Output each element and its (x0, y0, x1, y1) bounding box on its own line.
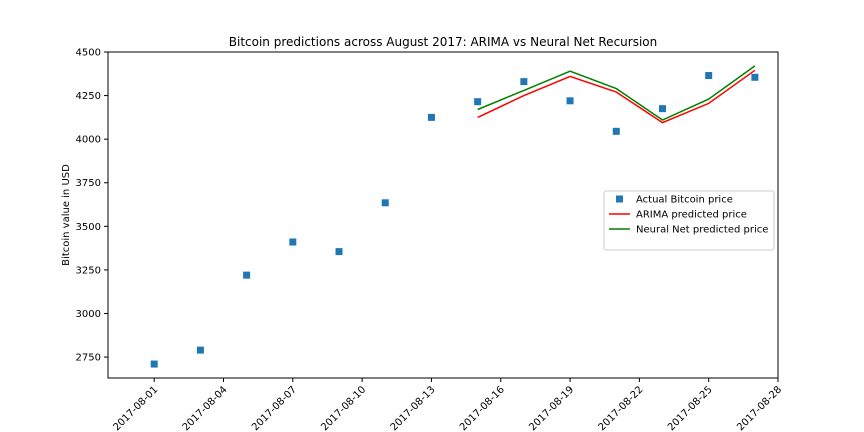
legend-label: Neural Net predicted price (636, 225, 768, 236)
legend: Actual Bitcoin price ARIMA predicted pric… (603, 190, 775, 251)
x-tick-label: 2017-08-25 (666, 384, 715, 432)
data-point (705, 72, 713, 80)
data-point (381, 199, 389, 207)
x-tick-label: 2017-08-22 (597, 384, 646, 432)
data-point (612, 127, 620, 135)
legend-swatch (616, 195, 623, 203)
y-tick-label: 4250 (76, 91, 101, 102)
data-point (520, 78, 528, 86)
x-tick-label: 2017-08-04 (181, 384, 230, 432)
x-tick-label: 2017-08-01 (111, 384, 160, 432)
series-line (477, 69, 756, 124)
series-1 (477, 69, 756, 124)
data-point (289, 238, 297, 246)
data-point (243, 271, 251, 279)
data-point (150, 360, 158, 368)
y-axis: 2750 3000 3250 3500 3750 4000 4250 4500 (76, 48, 108, 364)
legend-box (603, 190, 775, 251)
y-tick-label: 3500 (76, 222, 101, 233)
y-axis-label: Bitcoin value in USD (61, 164, 72, 266)
y-tick-label: 4000 (76, 135, 101, 146)
y-tick-label: 3250 (76, 265, 101, 276)
data-point (196, 346, 204, 354)
data-point (427, 113, 435, 121)
x-tick-label: 2017-08-16 (458, 384, 507, 432)
data-point (335, 248, 343, 256)
y-tick-label: 3750 (76, 178, 101, 189)
data-point (658, 105, 666, 113)
x-tick-label: 2017-08-28 (735, 384, 784, 432)
data-point (566, 97, 574, 105)
x-tick-label: 2017-08-10 (319, 384, 368, 432)
y-tick-label: 4500 (76, 48, 101, 59)
series-2 (477, 65, 756, 121)
data-point (751, 73, 759, 81)
y-tick-label: 3000 (76, 309, 101, 320)
plot-area (107, 51, 779, 379)
x-axis: 2017-08-01 2017-08-04 2017-08-07 2017-08-10… (111, 378, 784, 432)
chart-title: Bitcoin predictions across August 2017: … (229, 35, 657, 49)
x-tick-label: 2017-08-07 (250, 384, 299, 432)
y-tick-label: 2750 (76, 353, 101, 364)
legend-label: ARIMA predicted price (636, 210, 747, 221)
series-layer (150, 65, 759, 368)
series-line (477, 65, 756, 121)
x-tick-label: 2017-08-13 (389, 384, 438, 432)
legend-label: Actual Bitcoin price (636, 195, 733, 206)
data-point (474, 98, 482, 106)
x-tick-label: 2017-08-19 (527, 384, 576, 432)
series-0 (150, 72, 759, 368)
